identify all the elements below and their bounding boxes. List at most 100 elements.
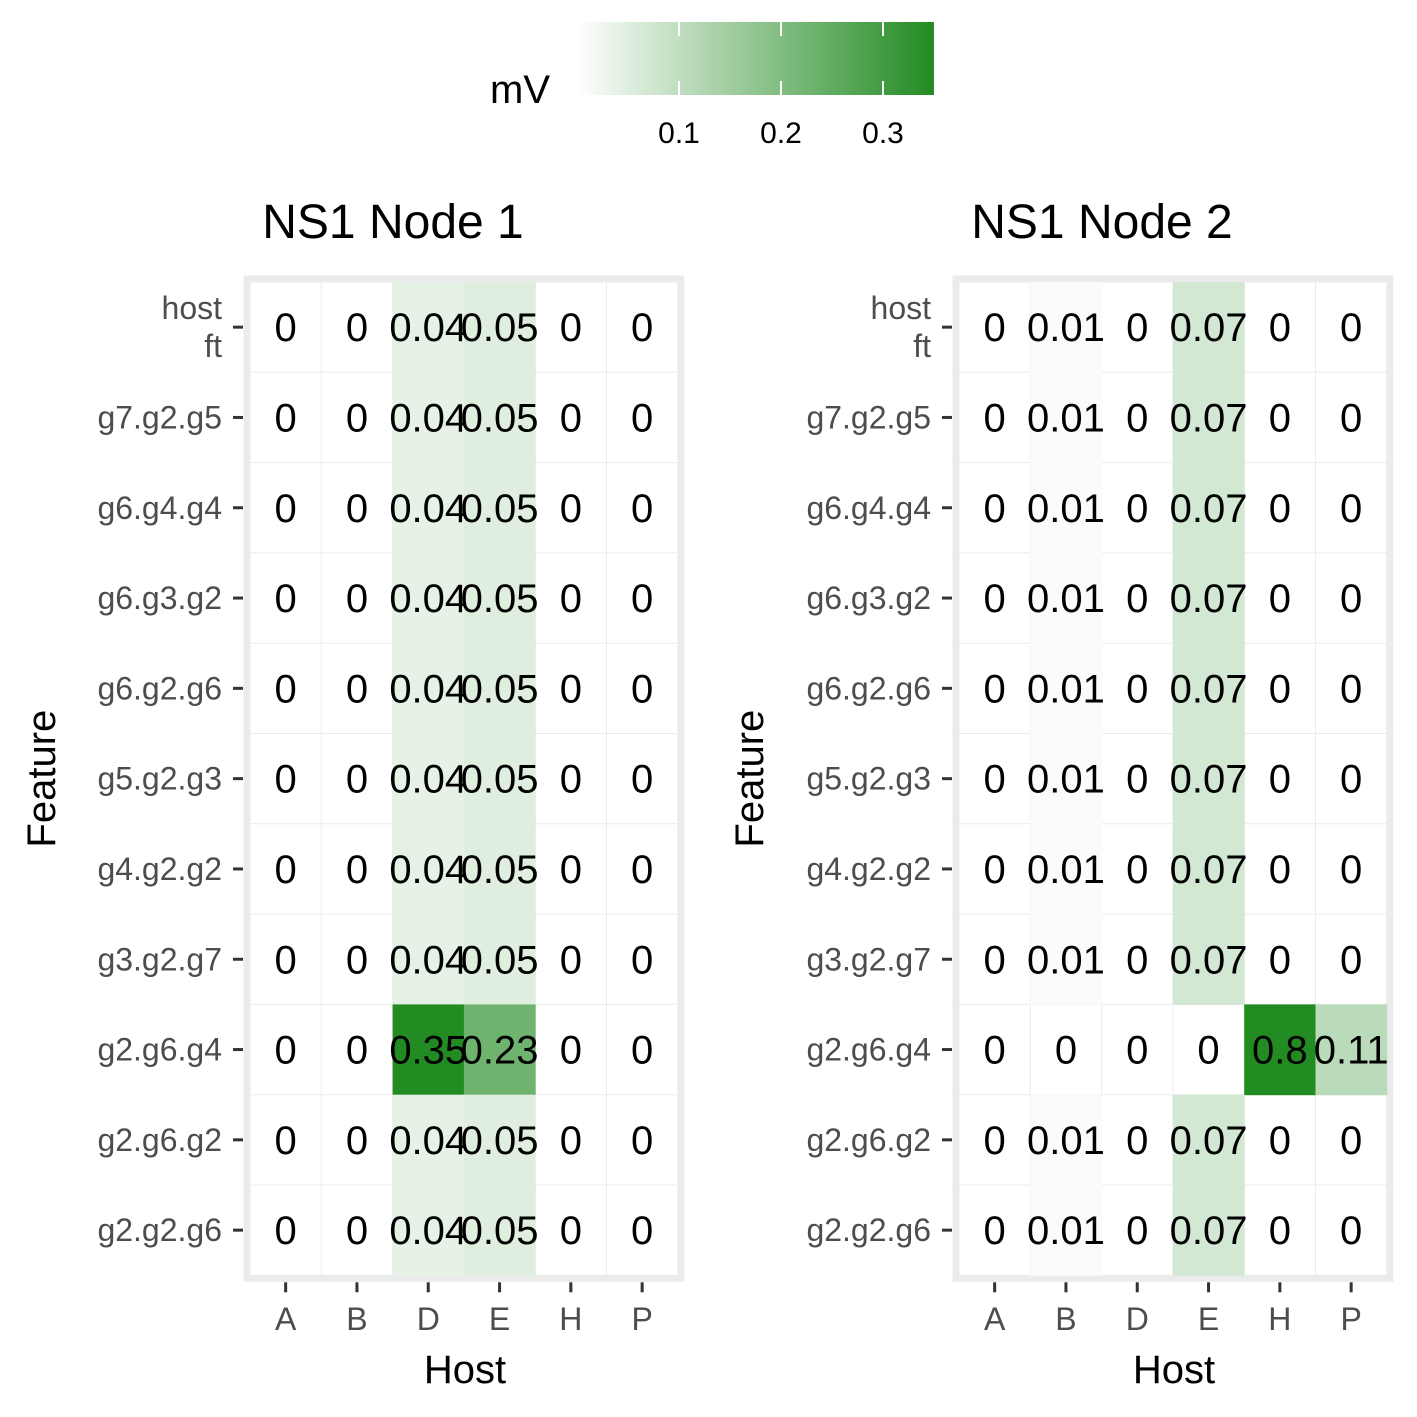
cell-value-label: 0 <box>984 938 1006 982</box>
x-tick-label: E <box>1198 1301 1219 1337</box>
heatmap-cell <box>1030 1094 1103 1186</box>
heatmap-cell <box>1030 1185 1103 1276</box>
cell-value-label: 0 <box>631 306 653 350</box>
cell-value-label: 0.04 <box>389 306 467 350</box>
heatmap-cell <box>1030 914 1103 1005</box>
cell-value-label: 0 <box>631 1209 653 1253</box>
cell-value-label: 0 <box>984 848 1006 892</box>
cell-value-label: 0 <box>1269 1119 1291 1163</box>
y-tick-label: g6.g4.g4 <box>97 490 222 526</box>
cell-value-label: 0 <box>560 1209 582 1253</box>
cell-value-label: 0 <box>346 487 368 531</box>
y-tick-label: g7.g2.g5 <box>806 399 931 435</box>
cell-value-label: 0 <box>984 1119 1006 1163</box>
cell-value-label: 0.01 <box>1027 938 1105 982</box>
cell-value-label: 0 <box>346 1029 368 1073</box>
cell-value-label: 0.01 <box>1027 487 1105 531</box>
y-tick-label: g6.g2.g6 <box>97 670 222 706</box>
cell-value-label: 0.07 <box>1170 938 1248 982</box>
cell-value-label: 0.04 <box>389 667 467 711</box>
y-tick-label: g2.g6.g4 <box>806 1032 931 1068</box>
heatmap-cell <box>463 282 536 373</box>
cell-value-label: 0 <box>560 848 582 892</box>
cell-value-label: 0 <box>1340 577 1362 621</box>
cell-value-label: 0.01 <box>1027 1119 1105 1163</box>
cell-value-label: 0.04 <box>389 396 467 440</box>
heatmap-cell <box>463 1094 536 1186</box>
heatmap-cell <box>392 372 465 464</box>
cell-value-label: 0 <box>275 577 297 621</box>
heatmap-cell <box>1030 643 1103 734</box>
cell-value-label: 0.04 <box>389 848 467 892</box>
heatmap-cell <box>392 914 465 1005</box>
cell-value-label: 0 <box>631 396 653 440</box>
cell-value-label: 0 <box>1269 577 1291 621</box>
heatmap-cell <box>1030 282 1103 373</box>
cell-value-label: 0 <box>984 306 1006 350</box>
cell-value-label: 0.07 <box>1170 1119 1248 1163</box>
y-tick-label: g6.g4.g4 <box>806 490 931 526</box>
y-tick-label: g2.g6.g2 <box>97 1122 222 1158</box>
heatmap-cell <box>392 1094 465 1186</box>
cell-value-label: 0 <box>560 1029 582 1073</box>
heatmap-cell <box>1030 552 1103 644</box>
heatmap-panel-1: 0 0 0.040.05 0 00 0 0.040.05 0 00 0 0.040.05 0 00 0 0.… <box>20 196 685 1392</box>
heatmap-cell <box>1172 823 1245 915</box>
x-tick-label: D <box>417 1301 440 1337</box>
y-tick-label: g4.g2.g2 <box>97 851 222 887</box>
y-axis-title: Feature <box>728 710 772 848</box>
color-legend: mV 0.1 0.2 0.3 <box>490 22 934 150</box>
y-tick-label: g4.g2.g2 <box>806 851 931 887</box>
cell-value-label: 0 <box>984 667 1006 711</box>
heatmap-cell <box>1244 1004 1316 1096</box>
cell-value-label: 0 <box>1055 1029 1077 1073</box>
cell-value-label: 0 <box>560 758 582 802</box>
cell-value-label: 0.05 <box>461 487 539 531</box>
y-axis-title: Feature <box>20 710 64 848</box>
cell-value-label: 0 <box>275 848 297 892</box>
cell-value-label: 0 <box>560 396 582 440</box>
cell-value-label: 0 <box>1340 487 1362 531</box>
cell-value-label: 0.01 <box>1027 758 1105 802</box>
cell-value-label: 0 <box>275 396 297 440</box>
cell-value-label: 0.07 <box>1170 848 1248 892</box>
heatmap-cell <box>1172 1094 1245 1186</box>
legend-colorbar <box>577 22 934 95</box>
heatmap-cell <box>463 1004 536 1096</box>
cell-value-label: 0 <box>984 396 1006 440</box>
heatmap-cell <box>1030 462 1103 554</box>
cell-value-label: 0.8 <box>1252 1029 1308 1073</box>
cell-value-label: 0.01 <box>1027 306 1105 350</box>
y-tick-label: g3.g2.g7 <box>806 941 931 977</box>
cell-value-label: 0 <box>346 577 368 621</box>
heatmap-cell <box>392 282 465 373</box>
heatmap-cell <box>1172 282 1245 373</box>
cell-value-label: 0 <box>1269 306 1291 350</box>
cell-value-label: 0.23 <box>461 1029 539 1073</box>
heatmap-cell <box>463 823 536 915</box>
heatmap-cell <box>1172 643 1245 734</box>
legend-tick-label: 0.1 <box>658 117 700 150</box>
cell-value-label: 0.04 <box>389 938 467 982</box>
x-tick-label: A <box>275 1301 297 1337</box>
cell-value-label: 0.05 <box>461 848 539 892</box>
cell-value-label: 0 <box>346 396 368 440</box>
cell-value-label: 0 <box>1126 487 1148 531</box>
cell-value-label: 0.01 <box>1027 577 1105 621</box>
heatmap-cell <box>1315 1004 1388 1096</box>
x-axis-title: Host <box>424 1348 506 1392</box>
cell-value-label: 0 <box>984 577 1006 621</box>
cell-value-label: 0 <box>560 667 582 711</box>
cell-value-label: 0.04 <box>389 1119 467 1163</box>
y-tick-label: g5.g2.g3 <box>806 761 931 797</box>
panel-title: NS1 Node 2 <box>971 196 1233 249</box>
cell-value-label: 0 <box>560 577 582 621</box>
y-tick-label: host ft <box>162 290 223 364</box>
x-tick-label: P <box>1340 1301 1361 1337</box>
cell-value-label: 0.04 <box>389 1209 467 1253</box>
cell-value-label: 0 <box>1126 306 1148 350</box>
cell-value-label: 0.01 <box>1027 1209 1105 1253</box>
cell-value-label: 0 <box>631 758 653 802</box>
x-tick-label: E <box>489 1301 510 1337</box>
heatmap-cell <box>392 823 465 915</box>
